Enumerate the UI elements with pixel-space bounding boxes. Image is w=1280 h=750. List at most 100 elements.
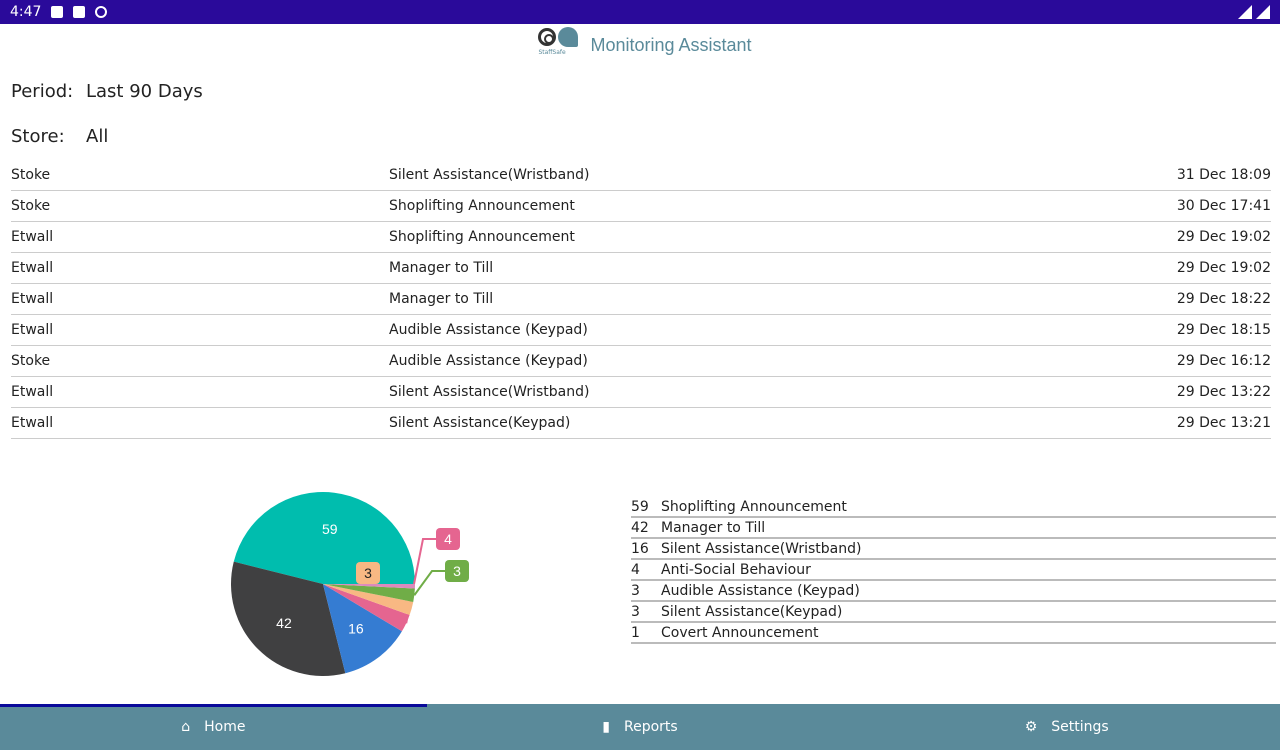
app-header: StaffSafe Monitoring Assistant xyxy=(0,24,1280,66)
event-row[interactable]: Etwall Manager to Till 29 Dec 18:22 xyxy=(11,284,1271,315)
pie-slice[interactable] xyxy=(323,584,415,589)
period-label: Period: xyxy=(11,81,74,102)
event-store: Etwall xyxy=(11,384,54,400)
event-time: 29 Dec 13:21 xyxy=(1176,415,1271,431)
tab-home[interactable]: ⌂ Home xyxy=(0,704,427,750)
signal-icon xyxy=(1256,5,1270,19)
legend-count: 4 xyxy=(631,561,640,578)
legend-count: 3 xyxy=(631,603,640,620)
sd-card-icon xyxy=(73,6,86,18)
event-type: Manager to Till xyxy=(389,260,494,276)
event-store: Etwall xyxy=(11,229,54,245)
legend-label: Audible Assistance (Keypad) xyxy=(661,582,860,599)
period-filter[interactable]: Period: Last 90 Days xyxy=(11,81,203,102)
store-label: Store: xyxy=(11,126,65,147)
event-row[interactable]: Stoke Audible Assistance (Keypad) 29 Dec 1… xyxy=(11,346,1271,377)
event-store: Etwall xyxy=(11,291,54,307)
event-row[interactable]: Etwall Silent Assistance(Wristband) 29 Dec… xyxy=(11,377,1271,408)
legend-label: Covert Announcement xyxy=(661,624,819,641)
status-time: 4:47 xyxy=(10,4,42,20)
event-type: Shoplifting Announcement xyxy=(389,229,575,245)
legend-count: 59 xyxy=(631,498,649,515)
event-type: Silent Assistance(Wristband) xyxy=(389,167,590,183)
store-value[interactable]: All xyxy=(86,126,109,147)
event-time: 29 Dec 19:02 xyxy=(1176,260,1271,276)
event-time: 29 Dec 18:15 xyxy=(1176,322,1271,338)
event-type: Silent Assistance(Wristband) xyxy=(389,384,590,400)
event-row[interactable]: Etwall Silent Assistance(Keypad) 29 Dec 13… xyxy=(11,408,1271,439)
event-time: 30 Dec 17:41 xyxy=(1176,198,1271,214)
legend-label: Manager to Till xyxy=(661,519,766,536)
data-label: 16 xyxy=(348,620,364,636)
data-label-box xyxy=(445,560,469,582)
staffsafe-logo: StaffSafe xyxy=(528,25,584,65)
pie-slice[interactable] xyxy=(323,584,414,615)
data-label: 3 xyxy=(453,563,461,579)
legend-row: 4 Anti-Social Behaviour xyxy=(631,560,1276,581)
event-type: Silent Assistance(Keypad) xyxy=(389,415,571,431)
event-time: 29 Dec 16:12 xyxy=(1176,353,1271,369)
notification-icon xyxy=(51,6,64,18)
pie-slice[interactable] xyxy=(323,584,410,632)
chart-legend: 59 Shoplifting Announcement 42 Manager to T… xyxy=(631,497,1276,644)
event-row[interactable]: Etwall Audible Assistance (Keypad) 29 Dec … xyxy=(11,315,1271,346)
event-store: Stoke xyxy=(11,167,51,183)
data-label: 4 xyxy=(444,531,452,547)
tab-reports[interactable]: ▮ Reports xyxy=(602,719,678,735)
event-type: Manager to Till xyxy=(389,291,494,307)
legend-count: 3 xyxy=(631,582,640,599)
event-store: Stoke xyxy=(11,198,51,214)
legend-row: 3 Audible Assistance (Keypad) xyxy=(631,581,1276,602)
event-time: 31 Dec 18:09 xyxy=(1176,167,1271,183)
legend-count: 42 xyxy=(631,519,649,536)
bar-chart-icon: ▮ xyxy=(602,719,611,735)
event-time: 29 Dec 18:22 xyxy=(1176,291,1271,307)
event-store: Etwall xyxy=(11,415,54,431)
event-time: 29 Dec 13:22 xyxy=(1176,384,1271,400)
event-time: 29 Dec 19:02 xyxy=(1176,229,1271,245)
event-row[interactable]: Stoke Silent Assistance(Wristband) 31 Dec … xyxy=(11,160,1271,191)
pie-slice[interactable] xyxy=(323,584,402,674)
legend-row: 1 Covert Announcement xyxy=(631,623,1276,644)
status-bar: 4:47 xyxy=(0,0,1280,24)
legend-row: 16 Silent Assistance(Wristband) xyxy=(631,539,1276,560)
legend-count: 1 xyxy=(631,624,640,641)
pie-slice[interactable] xyxy=(323,584,415,602)
callout-line xyxy=(413,570,445,596)
legend-label: Anti-Social Behaviour xyxy=(661,561,811,578)
event-store: Etwall xyxy=(11,260,54,276)
tab-settings[interactable]: ⚙ Settings xyxy=(1024,719,1109,735)
app-title: Monitoring Assistant xyxy=(590,34,752,55)
pie-slice[interactable] xyxy=(233,492,415,584)
legend-row: 42 Manager to Till xyxy=(631,518,1276,539)
data-label-box xyxy=(436,528,460,550)
period-value[interactable]: Last 90 Days xyxy=(86,81,203,102)
pie-slice[interactable] xyxy=(231,561,346,676)
sync-icon xyxy=(95,6,108,18)
event-list[interactable]: Stoke Silent Assistance(Wristband) 31 Dec … xyxy=(11,160,1271,452)
event-type: Shoplifting Announcement xyxy=(389,198,575,214)
data-label: 42 xyxy=(276,615,292,631)
event-row[interactable]: Stoke Shoplifting Announcement 30 Dec 17:4… xyxy=(11,191,1271,222)
legend-row: 59 Shoplifting Announcement xyxy=(631,497,1276,518)
home-icon: ⌂ xyxy=(181,719,191,735)
event-store: Stoke xyxy=(11,353,51,369)
data-label: 3 xyxy=(364,565,372,581)
event-row[interactable]: Etwall Manager to Till 29 Dec 19:02 xyxy=(11,253,1271,284)
legend-label: Silent Assistance(Wristband) xyxy=(661,540,862,557)
legend-row: 3 Silent Assistance(Keypad) xyxy=(631,602,1276,623)
legend-count: 16 xyxy=(631,540,649,557)
legend-label: Shoplifting Announcement xyxy=(661,498,847,515)
store-filter[interactable]: Store: All xyxy=(11,126,108,147)
event-store: Etwall xyxy=(11,322,54,338)
gear-icon: ⚙ xyxy=(1024,719,1038,735)
data-label: 59 xyxy=(322,521,338,537)
event-row[interactable]: Etwall Shoplifting Announcement 29 Dec 19:… xyxy=(11,222,1271,253)
data-label-box xyxy=(356,562,380,584)
legend-label: Silent Assistance(Keypad) xyxy=(661,603,843,620)
bottom-nav: ⌂ Home ▮ Reports ⚙ Settings xyxy=(0,704,1280,750)
event-type: Audible Assistance (Keypad) xyxy=(389,353,588,369)
wifi-icon xyxy=(1238,5,1252,19)
event-type: Audible Assistance (Keypad) xyxy=(389,322,588,338)
